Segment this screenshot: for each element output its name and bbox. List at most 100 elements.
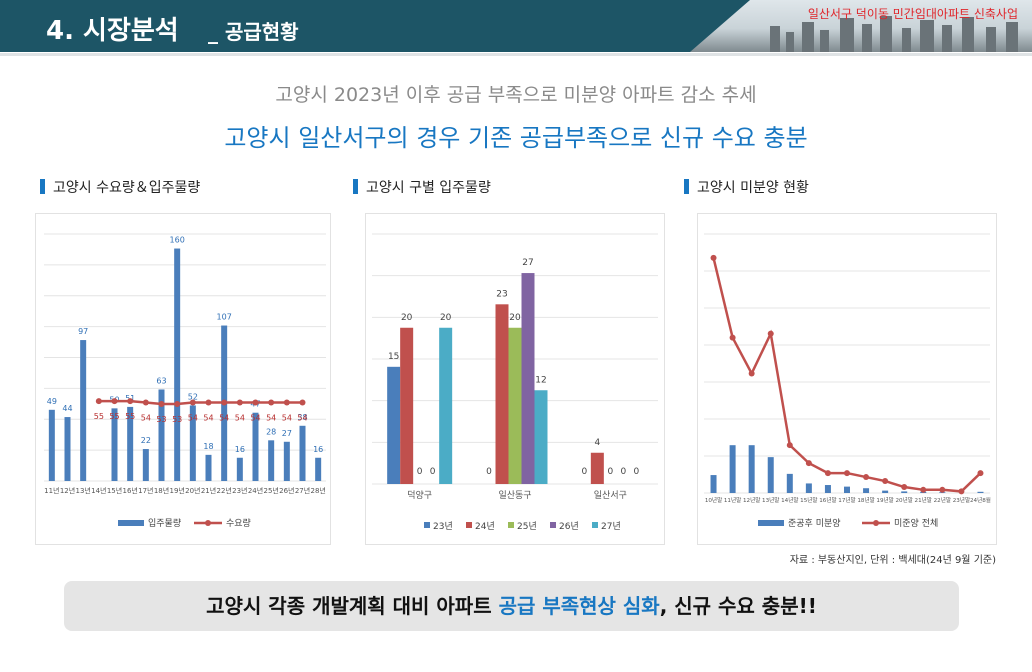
data-label-demand: 53 [156,415,166,424]
data-label-supply: 18 [203,442,213,451]
bar-district [439,327,453,484]
data-label-demand: 54 [297,414,307,423]
data-label-district: 20 [440,313,452,323]
data-label-district: 15 [388,352,399,362]
bar-district [508,327,522,484]
point-demand [299,399,306,406]
point-demand [221,399,228,406]
point-unsold-total [977,470,984,477]
point-demand [158,400,165,407]
data-label-demand: 54 [266,414,276,423]
legend-swatch-supply [118,520,144,526]
bar-district [534,390,548,484]
section-title-demand: 고양시 수요량＆입주물량 [40,177,200,197]
point-unsold-total [786,442,793,449]
bar-unsold-completed [824,485,831,493]
x-tick-label: 24년8월 [970,496,991,504]
bar-supply [205,454,212,481]
bar-supply [48,409,55,481]
data-label-demand: 54 [203,414,213,423]
chart-panel-demand: 11년4912년4413년9714년15년5016년5117년2218년6319… [35,213,331,545]
x-tick-label: 20년 [185,486,200,495]
data-label-demand: 54 [282,414,292,423]
header-bar: 4. 시장분석 _ 공급현황 일산서구 덕이동 민간임대아파트 신축사업 [0,0,1032,52]
data-label-demand: 54 [141,414,151,423]
x-tick-label: 23년말 [953,496,970,504]
data-label-supply: 27 [282,429,292,438]
section-title-district: 고양시 구별 입주물량 [353,177,491,197]
conclusion-post: , 신규 수요 충분!! [659,594,817,618]
section-title-text: 고양시 구별 입주물량 [366,180,491,196]
source-note: 자료 : 부동산지인, 단위 : 백세대(24년 9월 기준) [789,555,996,566]
x-tick-label: 20년말 [895,496,912,504]
point-unsold-total [939,486,946,493]
data-label-demand: 55 [125,412,135,421]
legend-label-total: 미준양 전체 [894,518,938,529]
bar-unsold-completed [882,490,889,493]
x-tick-label: 13년말 [762,496,779,504]
x-tick-label: 13년 [75,486,90,495]
data-label-district: 0 [633,467,639,477]
point-unsold-total [824,470,831,477]
point-demand [189,399,196,406]
bar-supply [299,425,306,481]
legend-label: 27년 [601,521,621,532]
bar-unsold-completed [805,483,812,493]
x-tick-label: 15년 [107,486,122,495]
data-label-supply: 28 [266,427,276,436]
legend-label-demand: 수요량 [226,517,251,529]
point-demand [111,398,118,405]
data-label-demand: 54 [235,414,245,423]
point-unsold-total [729,334,736,341]
conclusion-pre: 고양시 각종 개발계획 대비 아파트 [206,594,499,618]
x-tick-label: 22년말 [934,496,951,504]
bar-supply [252,412,259,481]
data-label-supply: 38 [297,413,307,422]
conclusion-box: 고양시 각종 개발계획 대비 아파트 공급 부족현상 심화, 신규 수요 충분!… [64,581,959,631]
legend-label: 24년 [475,521,495,532]
bar-district [495,304,509,484]
bar-unsold-completed [977,491,984,493]
x-tick-label: 27년 [295,486,310,495]
page-section-subtitle: _ 공급현황 [208,20,299,44]
data-label-district: 23 [496,289,507,299]
point-unsold-total [805,460,812,467]
x-tick-label: 28년 [310,486,325,495]
data-label-district: 20 [401,313,413,323]
x-tick-label: 21년말 [915,496,932,504]
section-marker-icon [353,179,358,194]
legend-label-supply: 입주물량 [148,517,181,529]
x-tick-label: 덕양구 [407,490,432,501]
data-label-supply: 22 [141,436,151,445]
chart-panel-unsold: 10년말 11년말 12년말 13년말 14년말 15년말 16년말 17년말 18년말 19년말… [697,213,997,545]
data-label-demand: 55 [109,412,119,421]
point-demand [142,399,149,406]
headline-sub: 고양시 2023년 이후 공급 부족으로 미분양 아파트 감소 추세 [275,84,757,106]
data-label-supply: 160 [170,236,185,245]
point-demand [283,399,290,406]
x-tick-label: 18년말 [857,496,874,504]
legend-swatch [550,522,556,528]
x-tick-label: 10년말 [705,496,722,504]
bar-supply [80,340,87,481]
x-tick-label: 17년 [138,486,153,495]
point-unsold-total [920,486,927,493]
data-label-district: 4 [594,438,600,448]
bar-unsold-completed [710,475,717,493]
point-unsold-total [863,474,870,481]
legend-label: 26년 [559,521,579,532]
bar-district [400,327,414,484]
header-divider [0,53,1032,56]
data-label-demand: 53 [172,415,182,424]
legend-swatch [508,522,514,528]
x-tick-label: 18년 [154,486,169,495]
data-label-district: 0 [430,467,436,477]
legend-swatch [466,522,472,528]
bar-supply [158,389,165,481]
bar-unsold-completed [767,457,774,493]
legend-swatch [592,522,598,528]
data-label-supply: 63 [156,376,166,385]
point-demand [252,399,259,406]
data-label-district: 20 [509,313,521,323]
bar-supply [127,406,134,481]
